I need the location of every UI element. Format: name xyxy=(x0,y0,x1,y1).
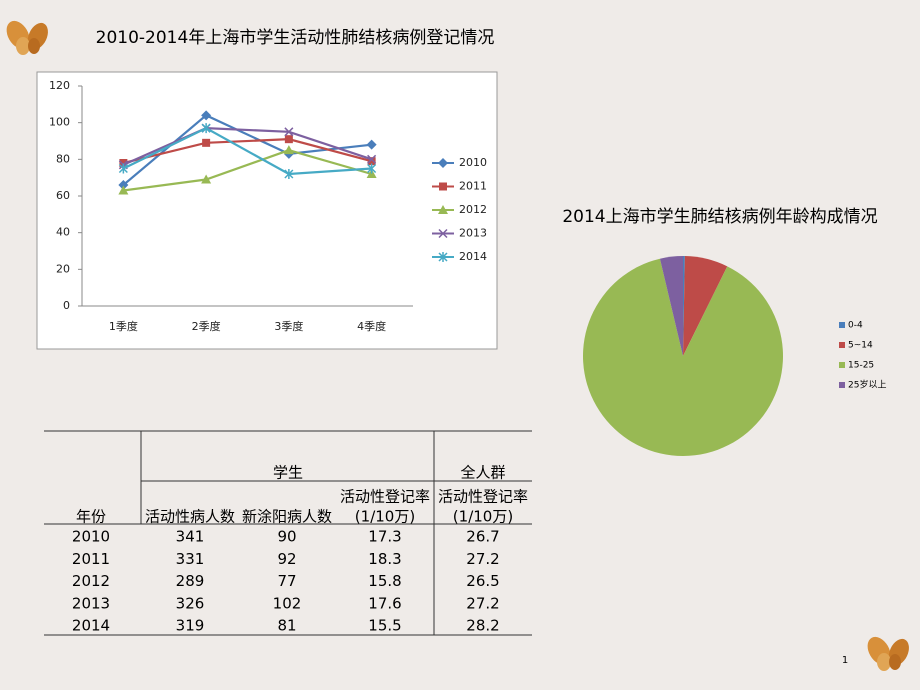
table-header: 新涂阳病人数 xyxy=(242,508,332,526)
marker xyxy=(201,174,212,184)
table-cell: 2011 xyxy=(72,550,110,568)
pie-slice xyxy=(583,258,783,457)
table-header: 活动性病人数 xyxy=(145,508,235,526)
pie-slice xyxy=(683,256,728,356)
legend-label: 2013 xyxy=(459,227,487,240)
marker xyxy=(438,158,448,168)
marker xyxy=(438,252,448,262)
legend-label: 2011 xyxy=(459,180,487,193)
chart-title: 2014上海市学生肺结核病例年龄构成情况 xyxy=(562,207,877,227)
marker xyxy=(367,157,376,166)
marker xyxy=(438,205,448,214)
marker xyxy=(202,138,211,147)
x-tick-label: 2季度 xyxy=(192,319,221,333)
marker xyxy=(438,228,448,239)
marker xyxy=(118,185,129,195)
legend-label: 2012 xyxy=(459,203,487,216)
table-cell: 92 xyxy=(277,550,296,568)
marker xyxy=(201,123,211,134)
chart-frame xyxy=(36,71,498,350)
series-line xyxy=(122,127,372,166)
series-line xyxy=(122,126,372,176)
table-cell: 2010 xyxy=(72,528,110,546)
table-cell: 326 xyxy=(176,594,205,612)
pie-slice xyxy=(683,256,685,356)
table-cell: 18.3 xyxy=(368,550,401,568)
table-header: 活动性登记率 xyxy=(340,488,430,506)
y-tick-label: 60 xyxy=(56,189,70,202)
marker xyxy=(367,154,377,164)
table-header: 年份 xyxy=(76,508,106,526)
butterfly-icon xyxy=(6,20,48,55)
legend-label: 15-25 xyxy=(848,361,874,371)
table-cell: 2014 xyxy=(72,617,110,635)
table-cell: 331 xyxy=(176,550,205,568)
x-tick-label: 3季度 xyxy=(274,319,303,333)
table-group-header: 学生 xyxy=(273,464,303,482)
table-cell: 90 xyxy=(277,528,296,546)
legend-swatch xyxy=(839,362,845,368)
table-cell: 27.2 xyxy=(466,594,499,612)
marker xyxy=(284,135,293,144)
legend-label: 25岁以上 xyxy=(848,379,886,391)
pie-slice xyxy=(659,256,683,356)
table-lines xyxy=(44,430,532,636)
marker xyxy=(366,139,377,150)
x-tick-label: 4季度 xyxy=(357,319,386,333)
table-cell: 289 xyxy=(176,572,205,590)
x-tick-label: 1季度 xyxy=(109,319,138,333)
table-cell: 341 xyxy=(176,528,205,546)
table-cell: 2013 xyxy=(72,594,110,612)
marker xyxy=(118,163,128,174)
table-cell: 81 xyxy=(277,617,296,635)
marker xyxy=(439,182,447,191)
table-cell: 2012 xyxy=(72,572,110,590)
table-group-header: 全人群 xyxy=(460,464,505,482)
legend-label: 5~14 xyxy=(848,341,873,351)
table-cell: 17.6 xyxy=(368,594,401,612)
marker xyxy=(119,159,128,167)
table-header: (1/10万) xyxy=(355,508,415,526)
legend-label: 2014 xyxy=(459,250,487,263)
butterfly-icon xyxy=(867,636,909,671)
legend-swatch xyxy=(839,382,845,388)
table-cell: 319 xyxy=(176,617,205,635)
marker xyxy=(201,110,212,121)
legend-label: 2010 xyxy=(459,156,487,169)
chart-title: 2010-2014年上海市学生活动性肺结核病例登记情况 xyxy=(96,28,495,48)
table-cell: 102 xyxy=(273,594,302,612)
marker xyxy=(283,145,294,155)
table-cell: 17.3 xyxy=(368,528,401,546)
series-line xyxy=(123,149,372,192)
page-number: 1 xyxy=(842,655,848,666)
marker xyxy=(284,169,294,179)
table-cell: 15.5 xyxy=(368,617,401,635)
legend-label: 0-4 xyxy=(848,321,863,331)
table-cell: 15.8 xyxy=(368,572,401,590)
series-line xyxy=(123,138,372,165)
table-cell: 28.2 xyxy=(466,617,499,635)
table-header: (1/10万) xyxy=(453,508,513,526)
y-tick-label: 20 xyxy=(56,262,70,275)
y-tick-label: 120 xyxy=(49,79,70,92)
legend-swatch xyxy=(839,322,845,328)
y-tick-label: 100 xyxy=(49,116,70,129)
y-tick-label: 0 xyxy=(63,299,70,312)
marker xyxy=(367,163,377,174)
legend-swatch xyxy=(839,342,845,348)
table-cell: 27.2 xyxy=(466,550,499,568)
marker xyxy=(284,127,294,137)
table-cell: 26.7 xyxy=(466,528,499,546)
table-cell: 77 xyxy=(277,572,296,590)
y-tick-label: 80 xyxy=(56,152,70,165)
marker xyxy=(118,180,129,190)
y-tick-label: 40 xyxy=(56,226,70,239)
table-header: 活动性登记率 xyxy=(438,488,528,506)
table-cell: 26.5 xyxy=(466,572,499,590)
